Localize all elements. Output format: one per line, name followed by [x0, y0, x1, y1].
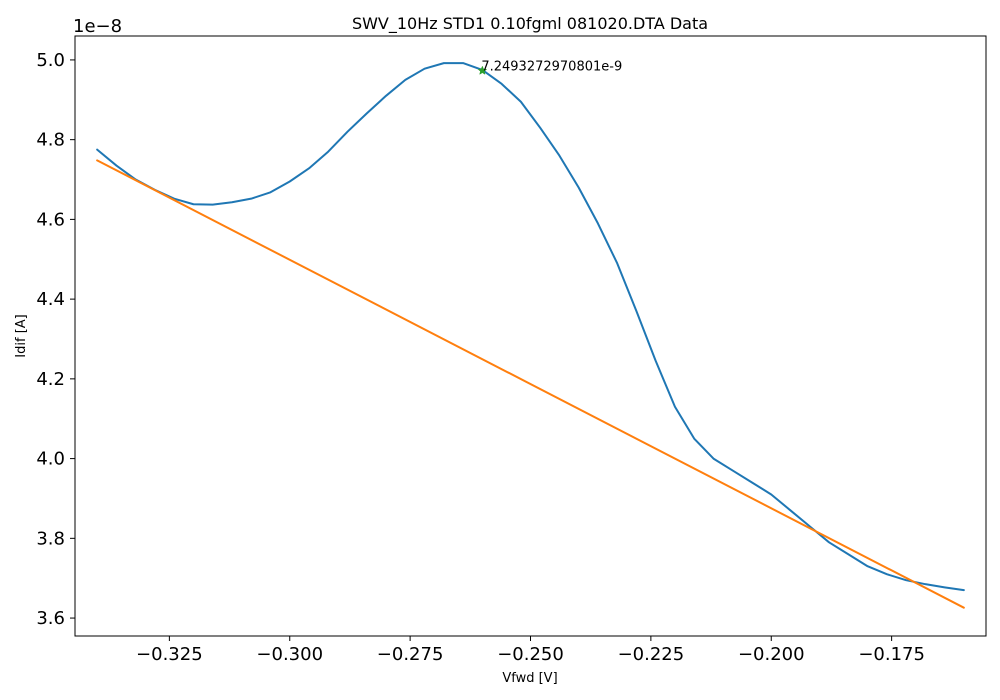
y-tick-label: 5.0 [36, 50, 65, 71]
x-tick-label: −0.325 [136, 644, 203, 665]
series-1-line [96, 62, 965, 592]
y-axis-offset-label: 1e−8 [73, 16, 122, 37]
x-tick-label: −0.200 [738, 644, 805, 665]
y-axis-label: Idif [A] [14, 314, 29, 357]
plot-area [74, 35, 987, 637]
annotation-layer: 7.2493272970801e-9 [477, 60, 622, 75]
baseline-line [96, 159, 965, 609]
x-tick-label: −0.175 [858, 644, 925, 665]
x-tick-label: −0.300 [256, 644, 323, 665]
y-tick-label: 4.6 [36, 209, 65, 230]
y-tick-label: 4.0 [36, 449, 65, 470]
peak-marker [477, 65, 488, 75]
chart-title: SWV_10Hz STD1 0.10fgml 081020.DTA Data [352, 14, 708, 34]
x-axis-label: Vfwd [V] [502, 671, 557, 686]
y-tick-label: 4.4 [36, 289, 65, 310]
x-axis-ticks: −0.325 −0.300 −0.275 −0.250 −0.225 −0.200 −0.1… [136, 636, 925, 665]
x-tick-label: −0.250 [497, 644, 564, 665]
x-tick-label: −0.275 [377, 644, 444, 665]
y-tick-label: 4.8 [36, 130, 65, 151]
series-layer [96, 62, 965, 609]
peak-annotation-label: 7.2493272970801e-9 [481, 60, 622, 75]
y-tick-label: 3.6 [36, 608, 65, 629]
y-axis-ticks: 3.6 3.8 4.0 4.2 4.4 4.6 4.8 5.0 [36, 50, 75, 629]
x-tick-label: −0.225 [618, 644, 685, 665]
y-tick-label: 4.2 [36, 369, 65, 390]
y-tick-label: 3.8 [36, 528, 65, 549]
